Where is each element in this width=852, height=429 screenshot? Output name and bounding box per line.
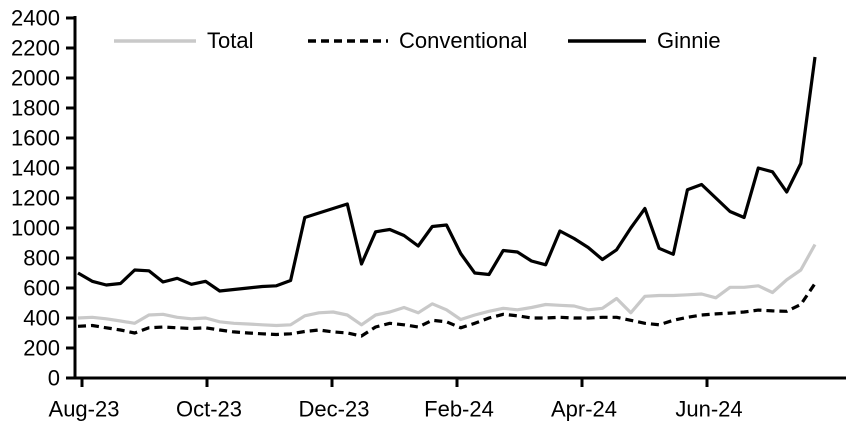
ginnie-line-sample-icon xyxy=(568,39,646,43)
y-tick-label: 600 xyxy=(23,276,60,301)
x-tick-label: Apr-24 xyxy=(551,397,617,422)
y-tick-label: 1400 xyxy=(11,156,60,181)
legend-label-ginnie: Ginnie xyxy=(657,28,721,53)
x-tick-label: Oct-23 xyxy=(176,397,242,422)
x-tick-label: Jun-24 xyxy=(675,397,742,422)
y-tick-label: 2000 xyxy=(11,66,60,91)
y-tick-label: 800 xyxy=(23,246,60,271)
series-line-ginnie xyxy=(77,56,817,293)
legend-item-ginnie: Ginnie xyxy=(567,29,721,53)
x-tick-label: Feb-24 xyxy=(424,397,494,422)
conventional-line-sample-icon xyxy=(308,39,388,43)
x-tick-label: Aug-23 xyxy=(49,397,120,422)
series-line-conventional xyxy=(77,282,817,338)
x-tick-label: Dec-23 xyxy=(299,397,370,422)
y-tick-label: 1000 xyxy=(11,216,60,241)
y-tick-label: 200 xyxy=(23,336,60,361)
y-tick-label: 2400 xyxy=(11,6,60,31)
legend-label-total: Total xyxy=(207,28,254,53)
y-tick-label: 1200 xyxy=(11,186,60,211)
y-tick-label: 0 xyxy=(48,366,60,391)
y-tick-label: 2200 xyxy=(11,36,60,61)
total-line-sample-icon xyxy=(114,39,196,43)
legend-item-conventional: Conventional xyxy=(307,29,527,53)
y-tick-label: 1800 xyxy=(11,96,60,121)
legend-item-total: Total xyxy=(113,29,253,53)
y-tick-label: 400 xyxy=(23,306,60,331)
series-line-total xyxy=(77,243,817,328)
y-tick-label: 1600 xyxy=(11,126,60,151)
legend-label-conventional: Conventional xyxy=(399,28,528,53)
